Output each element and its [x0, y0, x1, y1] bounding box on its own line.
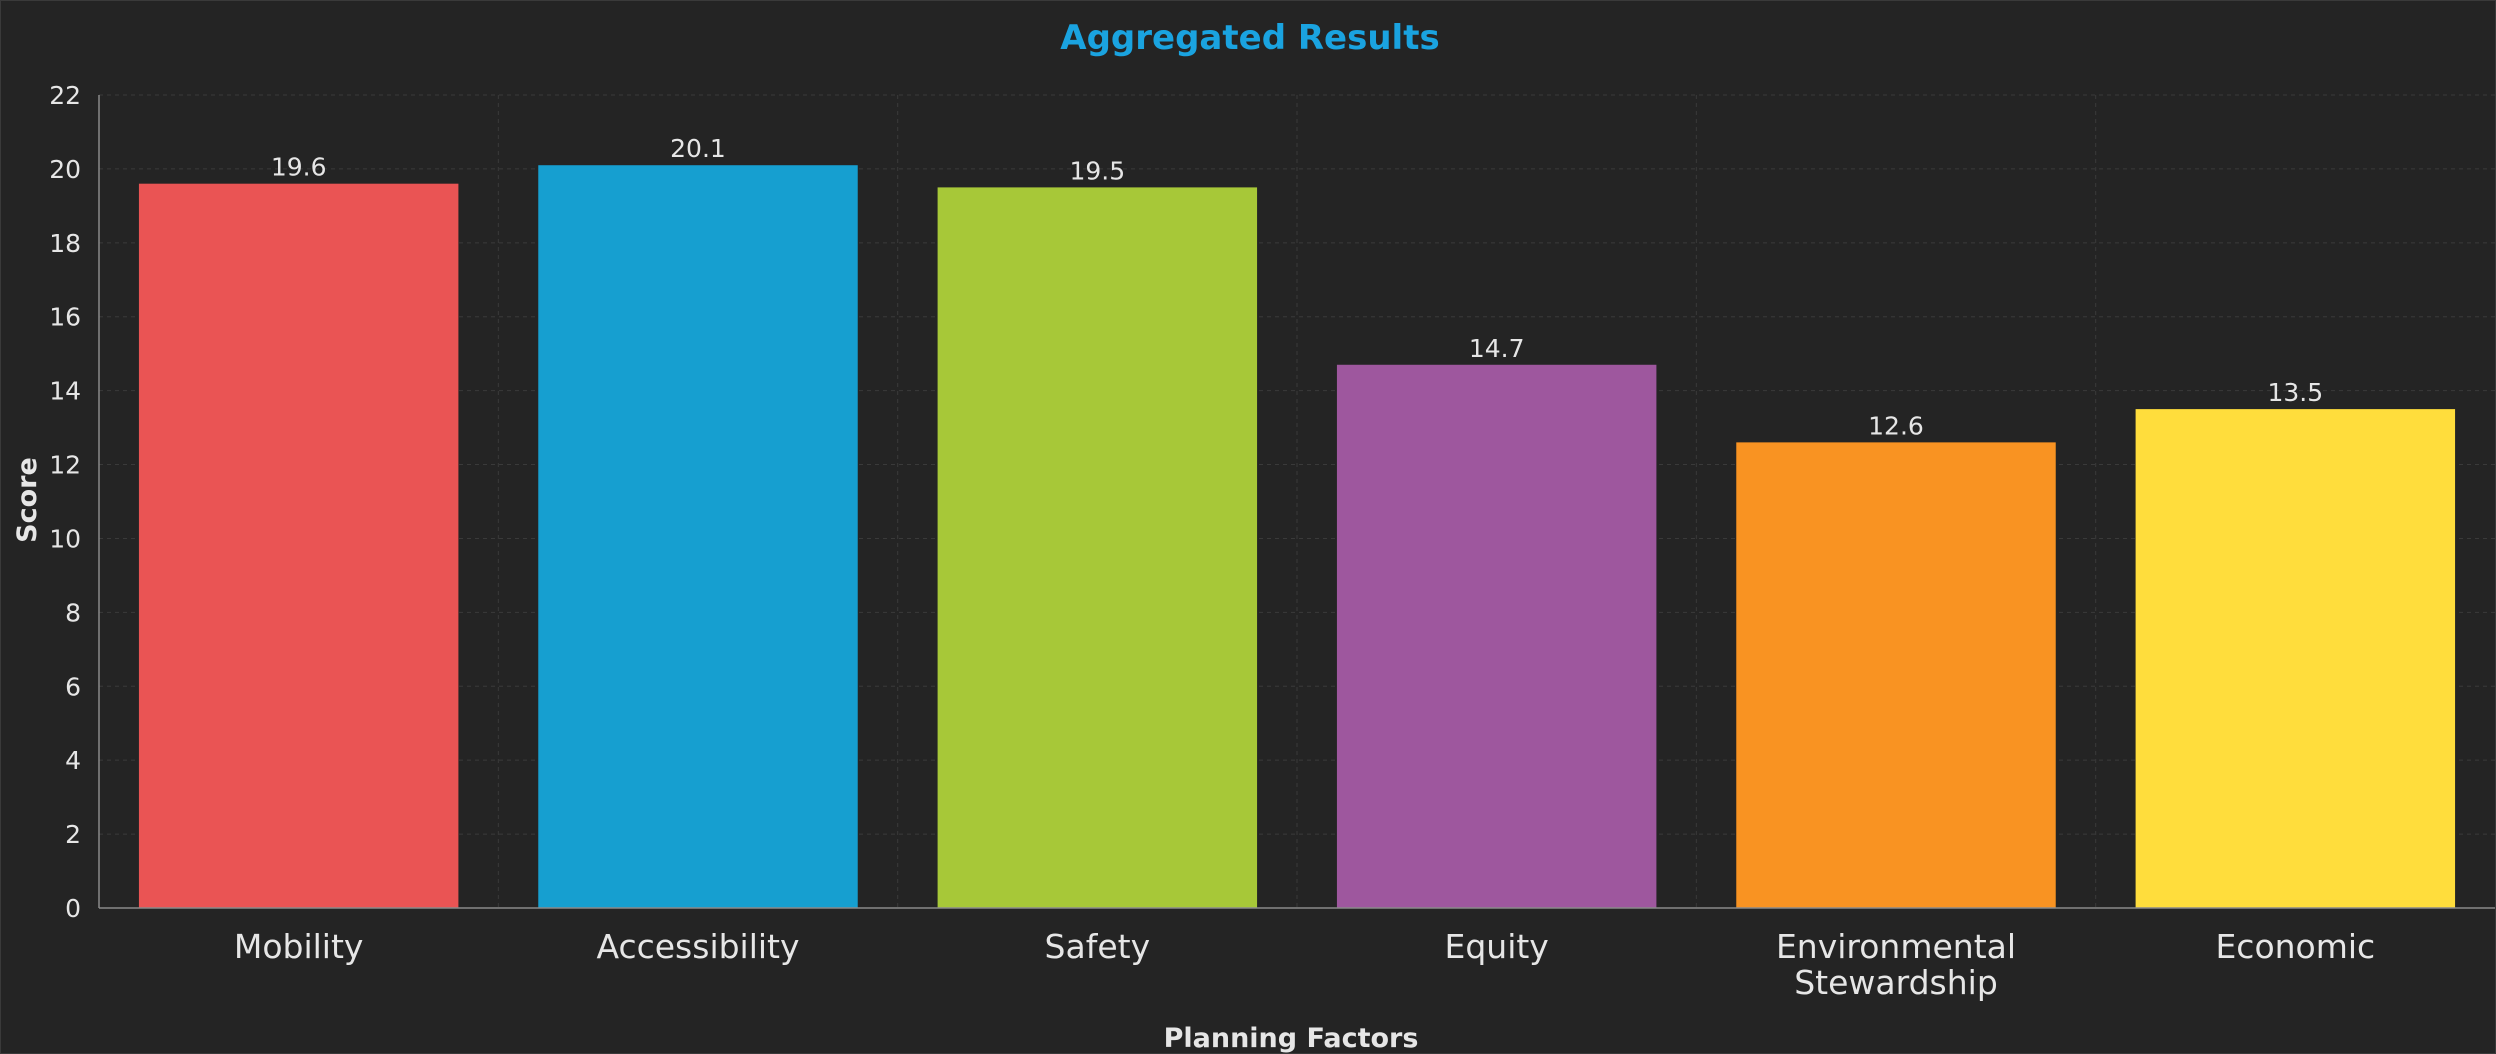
x-axis-title: Planning Factors — [1164, 1023, 1419, 1053]
x-tick-label: Mobility — [234, 927, 364, 966]
data-label: 14.7 — [1469, 334, 1525, 363]
x-tick-label-line: Environmental — [1776, 927, 2016, 966]
data-label: 13.5 — [2267, 378, 2323, 407]
y-tick-label: 14 — [49, 377, 81, 406]
bar-layer — [138, 165, 2456, 909]
bar-0 — [138, 183, 459, 908]
x-tick-label-line: Economic — [2215, 927, 2375, 966]
y-tick-label: 20 — [49, 155, 81, 184]
y-axis-title: Score — [12, 457, 43, 543]
x-tick-label: Accessibility — [596, 927, 799, 966]
x-tick-label-line: Stewardship — [1794, 963, 1998, 1002]
y-tick-label: 4 — [65, 746, 81, 775]
y-tick-label: 10 — [49, 524, 81, 553]
data-label: 19.5 — [1069, 156, 1125, 185]
data-label: 19.6 — [271, 153, 327, 182]
y-tick-label: 16 — [49, 303, 81, 332]
x-tick-label: Environmental Stewardship — [1776, 927, 2016, 1002]
bar-2 — [937, 187, 1258, 909]
x-tick-label-line: Mobility — [234, 927, 364, 966]
data-label: 12.6 — [1868, 411, 1924, 440]
x-tick-label-line: Equity — [1444, 927, 1548, 966]
y-tick-label: 18 — [49, 229, 81, 258]
data-label: 20.1 — [670, 134, 726, 163]
label-layer: 0 2 4 6 8 10 12 14 16 18 20 22 19.6 Mobility 20.1 Acces… — [49, 81, 2375, 1002]
y-tick-label: 22 — [49, 81, 81, 110]
chart-title: Aggregated Results — [1060, 18, 1439, 58]
bar-1 — [538, 165, 858, 909]
bar-3 — [1336, 364, 1657, 908]
x-tick-label-line: Safety — [1045, 927, 1151, 966]
axis-layer — [98, 95, 2495, 909]
y-tick-label: 0 — [65, 894, 81, 923]
bar-5 — [2135, 409, 2456, 908]
y-tick-label: 8 — [65, 598, 81, 627]
bar-4 — [1736, 442, 2056, 908]
y-tick-label: 2 — [65, 820, 81, 849]
x-tick-label-line: Accessibility — [596, 927, 799, 966]
x-tick-label: Safety — [1045, 927, 1151, 966]
x-tick-label: Economic — [2215, 927, 2375, 966]
y-tick-label: 6 — [65, 672, 81, 701]
x-tick-label: Equity — [1444, 927, 1548, 966]
y-tick-label: 12 — [49, 451, 81, 480]
